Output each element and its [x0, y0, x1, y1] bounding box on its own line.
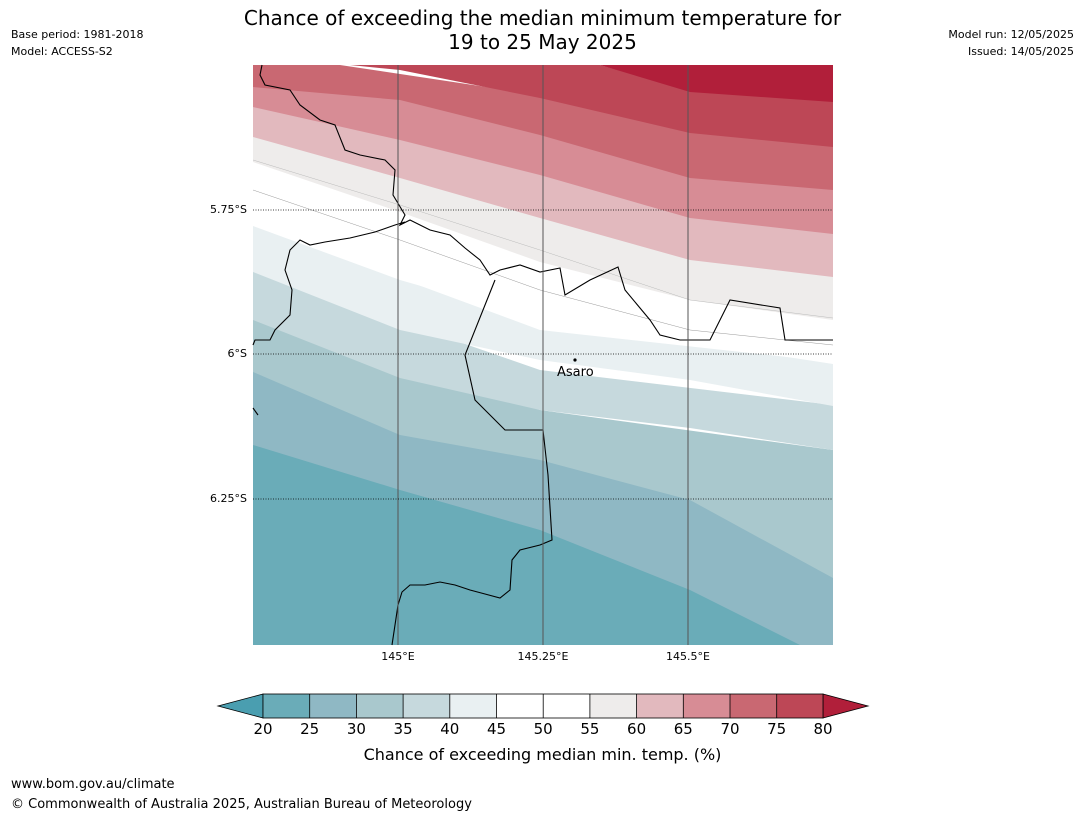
colorbar-under-arrow: [216, 693, 264, 719]
footer-url[interactable]: www.bom.gov.au/climate: [11, 777, 175, 792]
footer: www.bom.gov.au/climate © Commonwealth of…: [11, 775, 472, 815]
province-border-east: [391, 279, 553, 646]
metadata-left: Base period: 1981-2018 Model: ACCESS-S2: [11, 26, 143, 60]
cbar-tick: 45: [486, 720, 507, 738]
colorbar-label: Chance of exceeding median min. temp. (%…: [363, 745, 722, 764]
cbar-tick: 55: [580, 720, 600, 738]
colorbar-bin-20: [263, 694, 310, 718]
cbar-tick: 40: [440, 720, 460, 738]
borders: [252, 64, 833, 646]
colorbar-bin-70: [730, 694, 777, 718]
title-line-1: Chance of exceeding the median minimum t…: [243, 6, 842, 30]
cbar-tick: 60: [627, 720, 647, 738]
issued-text: Issued: 14/05/2025: [967, 45, 1074, 58]
lon-label-145-5: 145.5°E: [666, 650, 710, 663]
lon-label-145: 145°E: [381, 650, 415, 663]
place-label: Asaro: [557, 365, 594, 380]
colorbar-bin-55: [589, 694, 637, 718]
colorbar-bin-75: [776, 694, 823, 718]
cbar-tick: 50: [533, 720, 553, 738]
cbar-tick: 30: [346, 720, 366, 738]
cbar-tick: 75: [767, 720, 787, 738]
coastline-north: [259, 64, 833, 341]
band-above-80: [600, 65, 833, 102]
province-border-west: [252, 407, 259, 416]
cbar-tick: 25: [300, 720, 320, 738]
cbar-tick: 70: [720, 720, 740, 738]
coastline-west: [252, 221, 406, 346]
colorbar-bin-50: [543, 694, 590, 718]
place-marker: [573, 358, 577, 362]
cbar-tick: 65: [673, 720, 693, 738]
metadata-right: Model run: 12/05/2025 Issued: 14/05/2025: [948, 26, 1074, 60]
map-title: Chance of exceeding the median minimum t…: [200, 6, 885, 54]
lat-label-6-25: 6.25°S: [210, 492, 247, 505]
model-run-text: Model run: 12/05/2025: [948, 28, 1074, 41]
lat-label-5-75: 5.75°S: [210, 203, 247, 216]
lat-label-6: 6°S: [227, 347, 247, 360]
cbar-tick: 80: [813, 720, 833, 738]
cbar-tick: 35: [393, 720, 413, 738]
base-period-text: Base period: 1981-2018: [11, 28, 144, 41]
colorbar-bin-35: [403, 694, 450, 718]
graticule: [253, 65, 833, 645]
colorbar-bin-30: [356, 694, 404, 718]
title-line-2: 19 to 25 May 2025: [448, 30, 637, 54]
colorbar-bin-65: [683, 694, 730, 718]
colorbar: [216, 693, 870, 719]
colorbar-bin-60: [636, 694, 684, 718]
band-75-80: [350, 65, 833, 147]
colorbar-over-arrow: [822, 693, 870, 719]
colorbar-bin-25: [309, 694, 357, 718]
model-text: Model: ACCESS-S2: [11, 45, 113, 58]
lon-label-145-25: 145.25°E: [517, 650, 569, 663]
colorbar-bin-40: [449, 694, 497, 718]
footer-copyright: © Commonwealth of Australia 2025, Austra…: [11, 797, 472, 812]
cbar-tick: 20: [253, 720, 273, 738]
colorbar-bin-45: [496, 694, 544, 718]
